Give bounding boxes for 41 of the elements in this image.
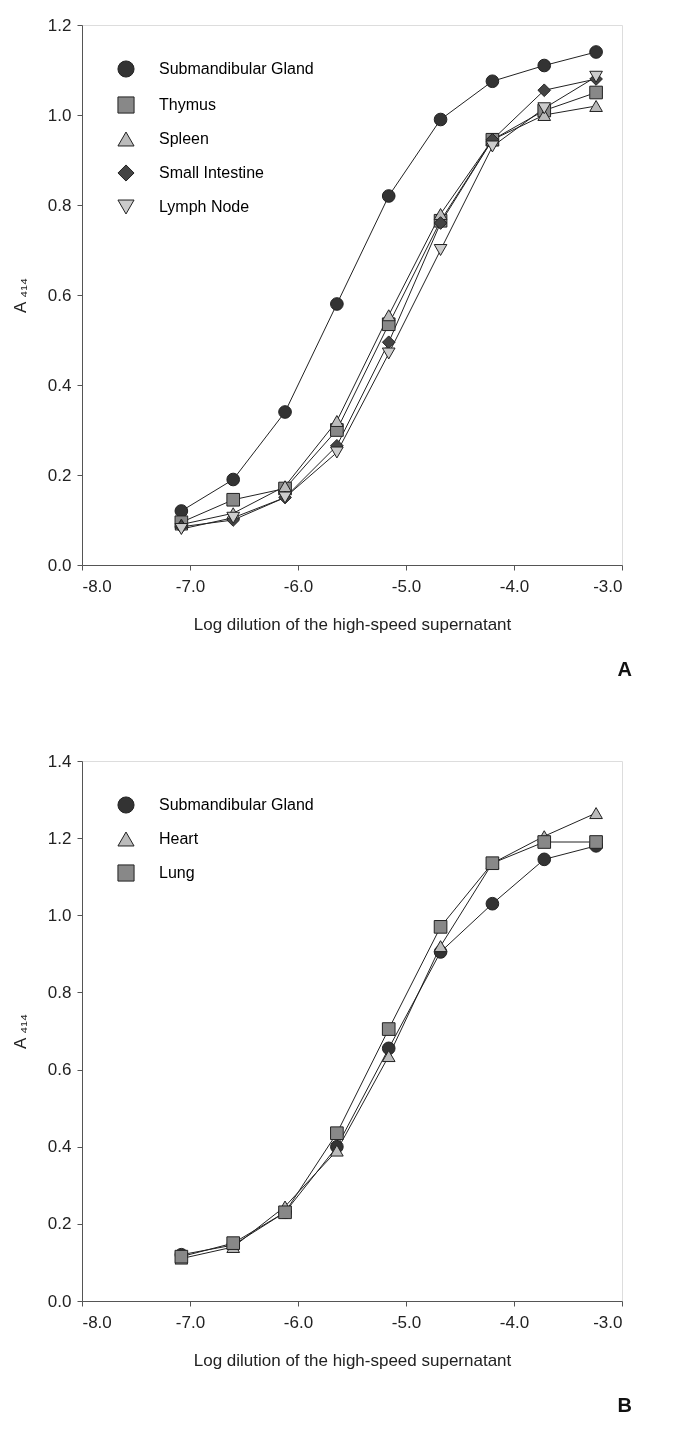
y-tick-label: 1.2: [47, 828, 72, 848]
x-tick-label: -5.0: [391, 576, 422, 596]
x-tick-label: -5.0: [391, 1312, 422, 1332]
legend-label: Submandibular Gland: [159, 796, 314, 813]
y-tick-label: 0.6: [47, 285, 72, 305]
y-tick-label: 1.2: [47, 15, 72, 35]
y-axis-title: A ₄₁₄: [10, 1014, 30, 1049]
y-tick-label: 0.0: [47, 555, 72, 575]
legend-label: Lymph Node: [159, 198, 250, 215]
y-tick-label: 1.0: [47, 905, 72, 925]
x-axis-title: Log dilution of the high-speed supernatant: [193, 1350, 512, 1370]
x-tick-label: -7.0: [175, 1312, 206, 1332]
legend-label: Small Intestine: [159, 164, 265, 181]
y-tick-label: 0.4: [47, 1137, 72, 1157]
legend-label: Lung: [159, 864, 195, 881]
y-tick-label: 0.2: [47, 1214, 72, 1234]
x-tick-label: -3.0: [593, 1312, 623, 1332]
x-axis-title: Log dilution of the high-speed supernatant: [193, 614, 512, 634]
legend-label: Spleen: [159, 130, 209, 147]
x-tick-label: -6.0: [283, 576, 314, 596]
y-tick-label: 0.4: [47, 375, 72, 395]
y-tick-label: 0.0: [47, 1291, 72, 1311]
legend-label: Thymus: [159, 96, 216, 113]
x-tick-label: -4.0: [499, 1312, 530, 1332]
x-tick-label: -3.0: [593, 576, 623, 596]
text: A: [617, 658, 632, 680]
y-tick-label: 1.0: [47, 105, 72, 125]
x-tick-label: -7.0: [175, 576, 206, 596]
x-tick-label: -8.0: [82, 1312, 112, 1332]
x-tick-label: -8.0: [82, 576, 112, 596]
y-tick-label: 0.8: [47, 982, 72, 1002]
legend-label: Submandibular Gland: [159, 60, 314, 77]
y-tick-label: 0.6: [47, 1060, 72, 1080]
legend-label: Heart: [159, 830, 199, 847]
text: B: [617, 1394, 632, 1416]
y-tick-label: 0.2: [47, 465, 72, 485]
y-axis-title: A ₄₁₄: [10, 278, 30, 313]
y-tick-label: 0.8: [47, 195, 72, 215]
x-tick-label: -6.0: [283, 1312, 314, 1332]
x-tick-label: -4.0: [499, 576, 530, 596]
y-tick-label: 1.4: [47, 751, 72, 771]
